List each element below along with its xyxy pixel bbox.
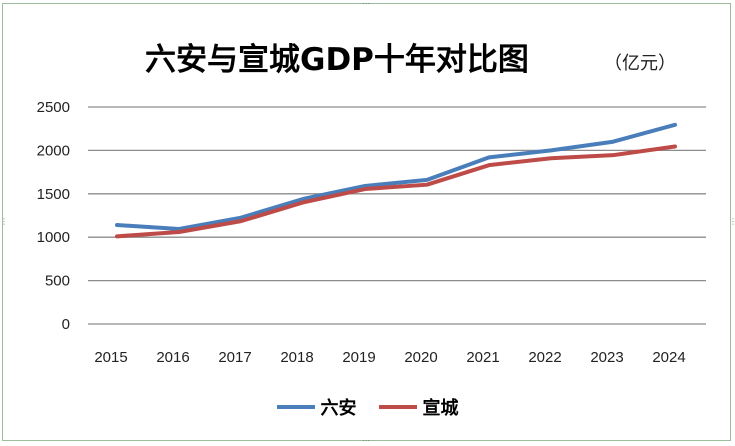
x-tick-label: 2023 <box>590 349 623 366</box>
x-tick-label: 2020 <box>404 349 437 366</box>
series-line-1 <box>115 144 677 239</box>
x-tick-label: 2017 <box>218 349 251 366</box>
legend-item-0: 六安 <box>276 394 357 420</box>
resize-handle-bottom[interactable]: ⋯ <box>362 436 370 445</box>
legend-item-1: 宣城 <box>378 394 459 420</box>
chart-title: 六安与宣城GDP十年对比图 <box>145 42 529 78</box>
resize-handle-right[interactable]: ⋮ <box>729 217 735 226</box>
x-tick-label: 2016 <box>156 349 189 366</box>
legend-swatch <box>276 405 315 409</box>
y-tick-label: 2500 <box>37 99 70 116</box>
y-tick-label: 2000 <box>37 142 70 159</box>
y-tick-label: 1500 <box>37 186 70 203</box>
x-tick-label: 2021 <box>466 349 499 366</box>
x-tick-label: 2019 <box>342 349 375 366</box>
legend-label: 宣城 <box>422 398 459 419</box>
legend-swatch <box>378 405 417 409</box>
x-tick-label: 2015 <box>94 349 127 366</box>
legend-label: 六安 <box>320 398 357 419</box>
y-tick-label: 500 <box>45 273 70 290</box>
resize-handle-left[interactable]: ⋮ <box>0 217 8 226</box>
resize-handle-top[interactable]: ⋯ <box>362 0 370 8</box>
y-tick-label: 0 <box>62 316 70 333</box>
x-tick-label: 2024 <box>652 349 685 366</box>
chart-area[interactable] <box>2 3 731 441</box>
y-tick-label: 1000 <box>37 229 70 246</box>
series-line-0 <box>115 122 677 231</box>
unit-label: （亿元） <box>604 53 676 74</box>
x-tick-label: 2018 <box>280 349 313 366</box>
legend: 六安 宣城 <box>0 394 735 420</box>
x-tick-label: 2022 <box>528 349 561 366</box>
